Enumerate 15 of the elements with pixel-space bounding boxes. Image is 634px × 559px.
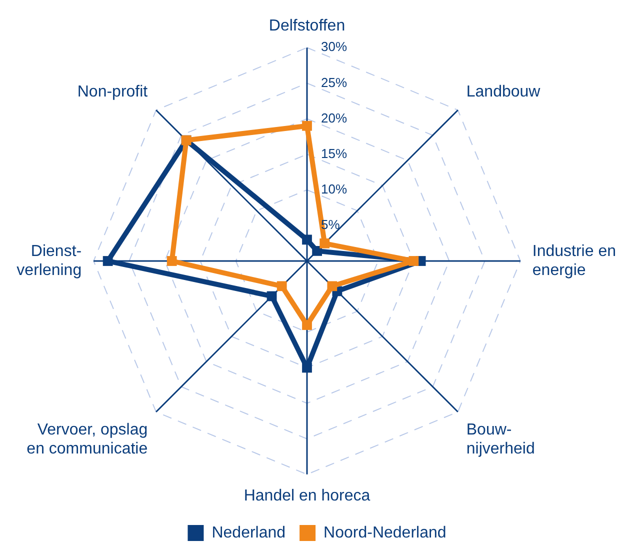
y-tick-label: 30% xyxy=(321,39,348,54)
spoke-label: Dienst- verlening xyxy=(16,242,82,280)
y-tick-label: 25% xyxy=(321,74,348,90)
y-tick-label: 10% xyxy=(321,181,348,196)
legend-label: Noord-Nederland xyxy=(324,524,446,542)
spoke-label: Bouw- nijverheid xyxy=(466,421,535,458)
legend-label: Nederland xyxy=(212,524,286,542)
y-tick-label: 20% xyxy=(321,110,348,126)
spoke-label: Non-profit xyxy=(77,83,148,100)
spoke-label: Handel en horeca xyxy=(244,487,370,504)
y-tick-label: 15% xyxy=(321,146,348,161)
spoke-label: Delfstoffen xyxy=(268,17,346,34)
spoke-label: Landbouw xyxy=(466,83,541,100)
spoke-label: Industrie en energie xyxy=(532,242,616,280)
spoke-label: Vervoer, opslag en communicatie xyxy=(26,421,148,458)
